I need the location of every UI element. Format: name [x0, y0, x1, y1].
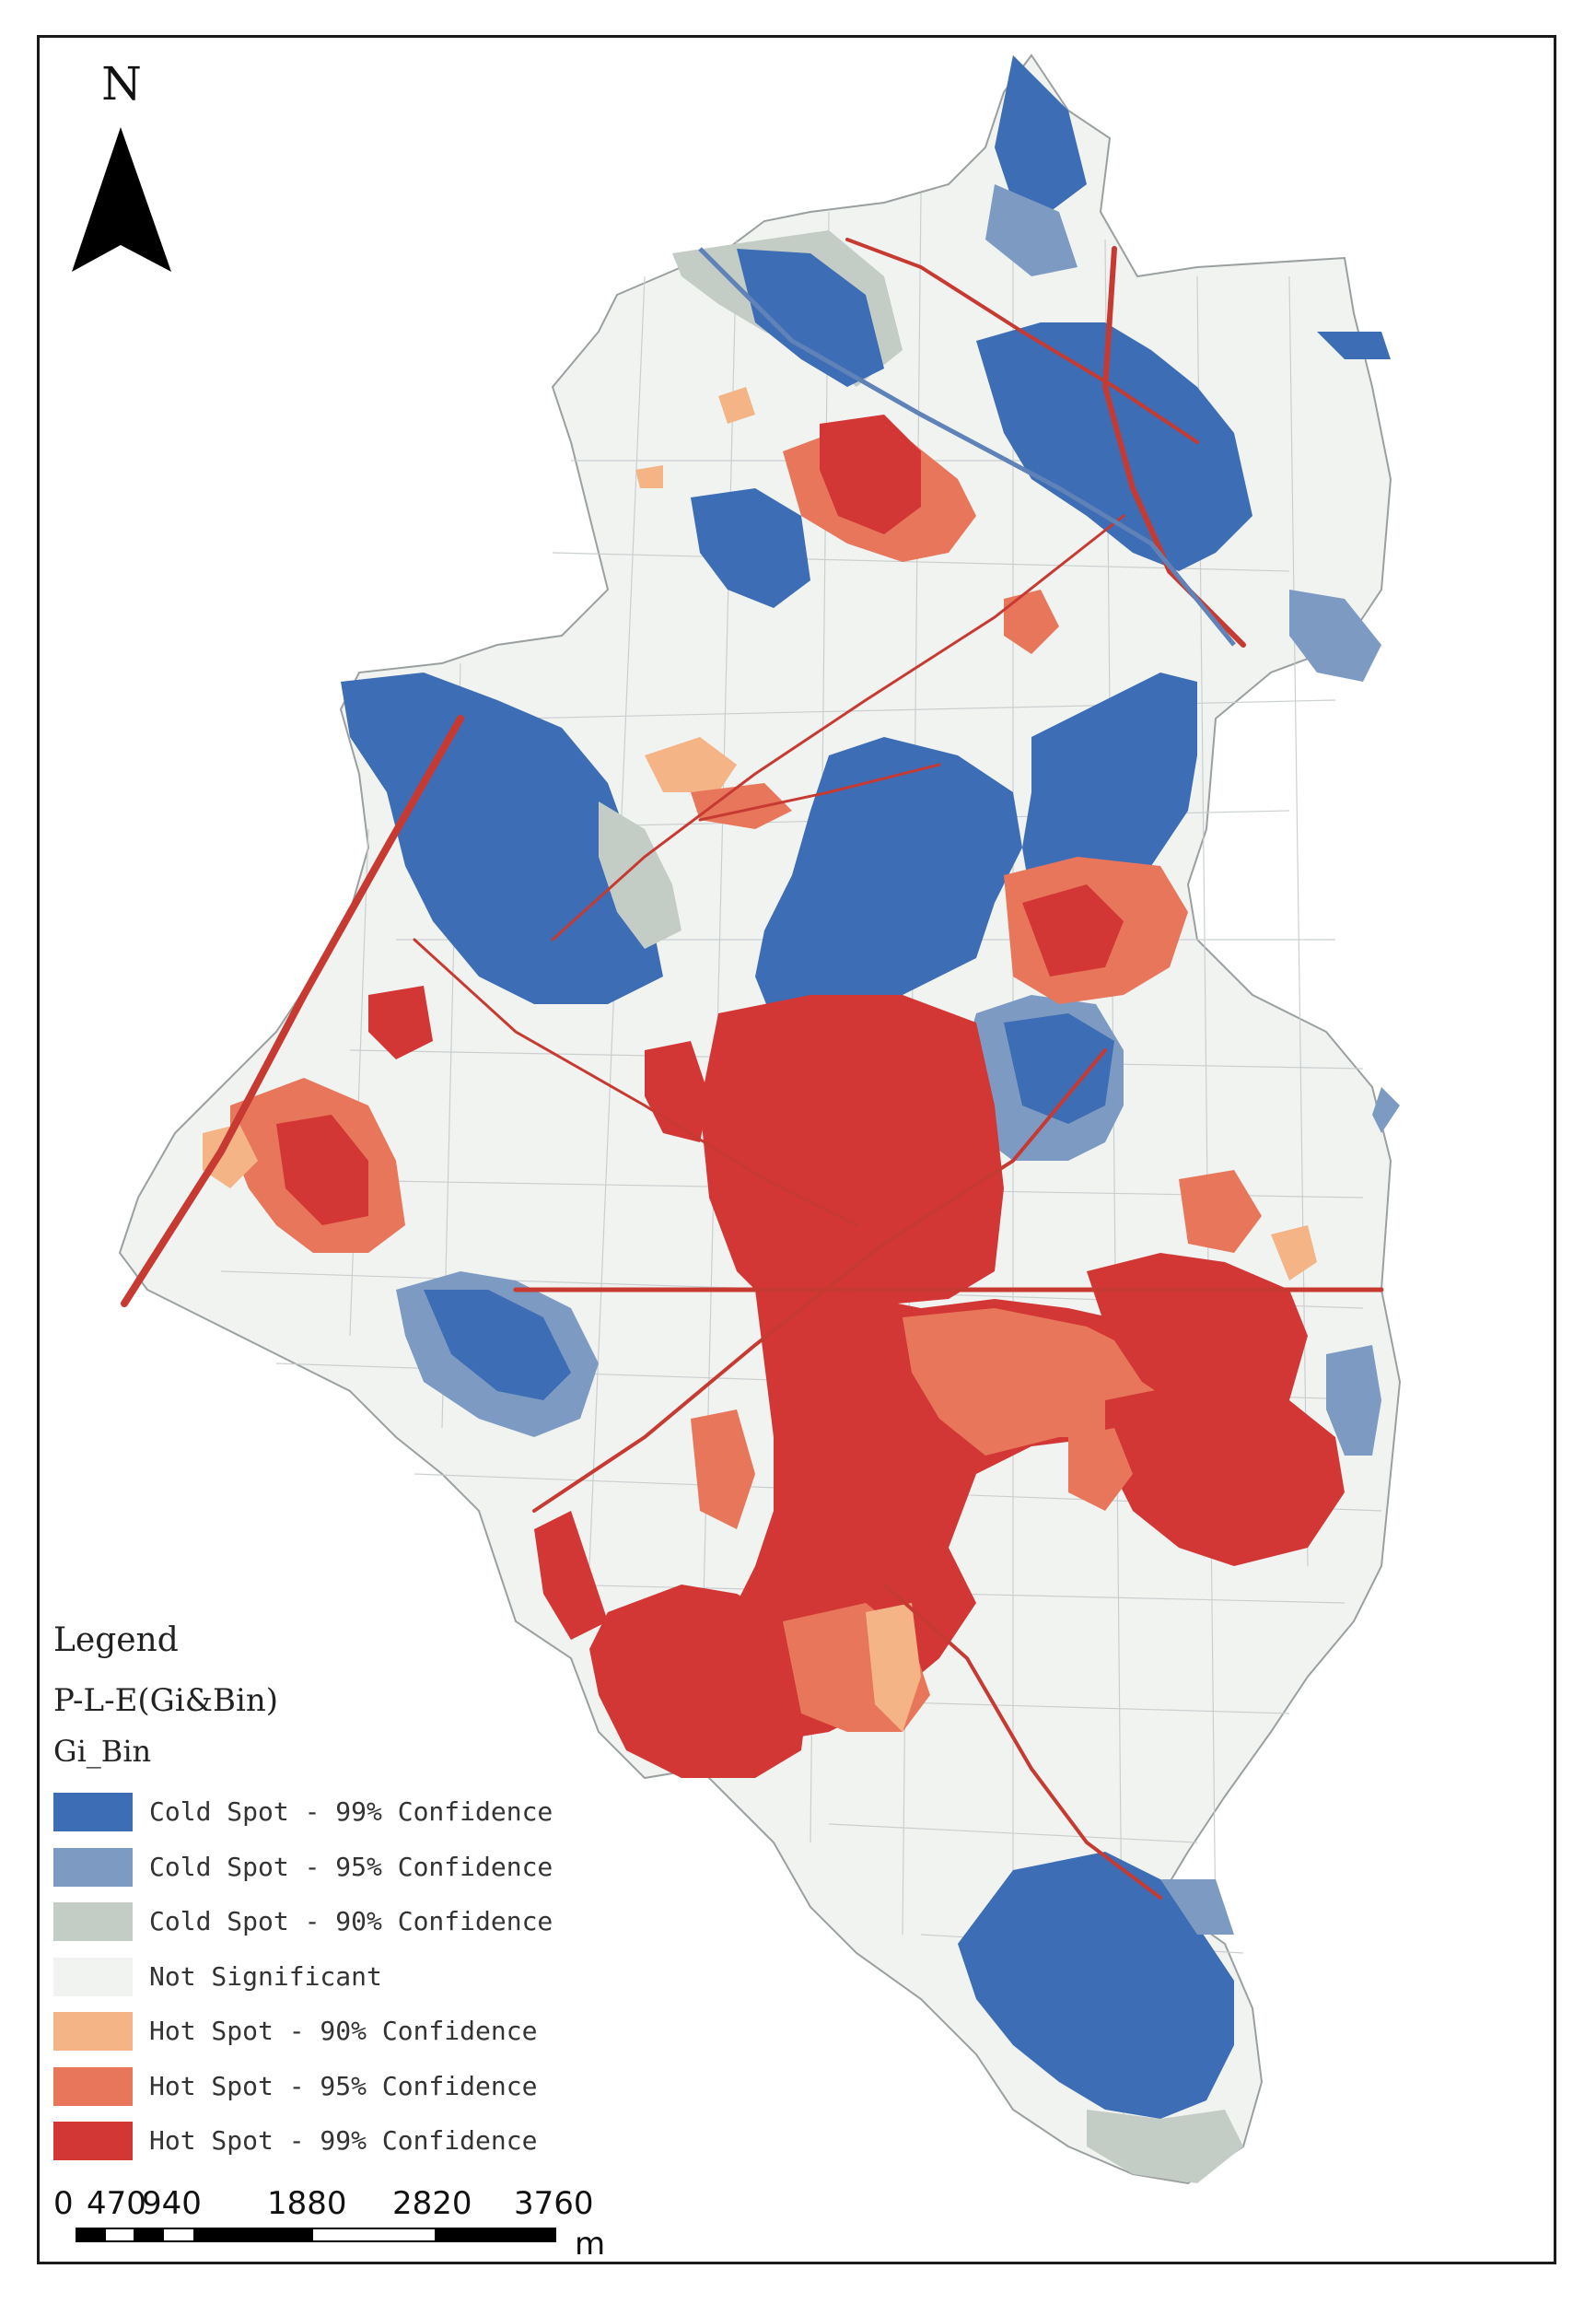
- legend-label: Hot Spot - 99% Confidence: [149, 2125, 538, 2156]
- legend-item-cold-90: Cold Spot - 90% Confidence: [53, 1902, 569, 1941]
- legend-swatch: [53, 2012, 133, 2051]
- scale-tick-label: 2820: [392, 2185, 472, 2222]
- scale-unit-label: m: [575, 2226, 606, 2263]
- hot-spot-areas: [203, 387, 1345, 1778]
- legend-item-cold-95: Cold Spot - 95% Confidence: [53, 1848, 569, 1887]
- scale-tick-label: 1880: [267, 2185, 347, 2222]
- legend-item-hot-99: Hot Spot - 99% Confidence: [53, 2122, 569, 2160]
- scale-tick-label: 470: [87, 2185, 146, 2222]
- legend-swatch: [53, 2067, 133, 2106]
- legend-swatch: [53, 1958, 133, 1996]
- legend-item-cold-99: Cold Spot - 99% Confidence: [53, 1793, 569, 1831]
- legend-item-not-significant: Not Significant: [53, 1958, 569, 1996]
- legend-label: Hot Spot - 90% Confidence: [149, 2016, 538, 2046]
- legend-label: Cold Spot - 90% Confidence: [149, 1906, 553, 1936]
- legend-label: Hot Spot - 95% Confidence: [149, 2071, 538, 2101]
- legend-item-hot-90: Hot Spot - 90% Confidence: [53, 2012, 569, 2051]
- legend-label: Not Significant: [149, 1961, 382, 1992]
- north-label: N: [101, 57, 142, 111]
- scale-bar: [76, 2228, 556, 2242]
- legend-layer-name: P-L-E(Gi&Bin): [53, 1682, 278, 1719]
- legend-label: Cold Spot - 99% Confidence: [149, 1796, 553, 1827]
- legend-title: Legend: [53, 1621, 179, 1659]
- scale-tick-label: 940: [142, 2185, 202, 2222]
- legend-swatch: [53, 1793, 133, 1831]
- legend-item-hot-95: Hot Spot - 95% Confidence: [53, 2067, 569, 2106]
- cold-spot-areas: [341, 55, 1400, 2183]
- legend-field-name: Gi_Bin: [53, 1734, 152, 1769]
- legend-swatch: [53, 1848, 133, 1887]
- legend-swatch: [53, 1902, 133, 1941]
- scale-tick-label: 0: [53, 2185, 74, 2222]
- north-arrow-icon: [72, 127, 171, 272]
- legend-swatch: [53, 2122, 133, 2160]
- scale-tick-label: 3760: [514, 2185, 594, 2222]
- legend-label: Cold Spot - 95% Confidence: [149, 1852, 553, 1882]
